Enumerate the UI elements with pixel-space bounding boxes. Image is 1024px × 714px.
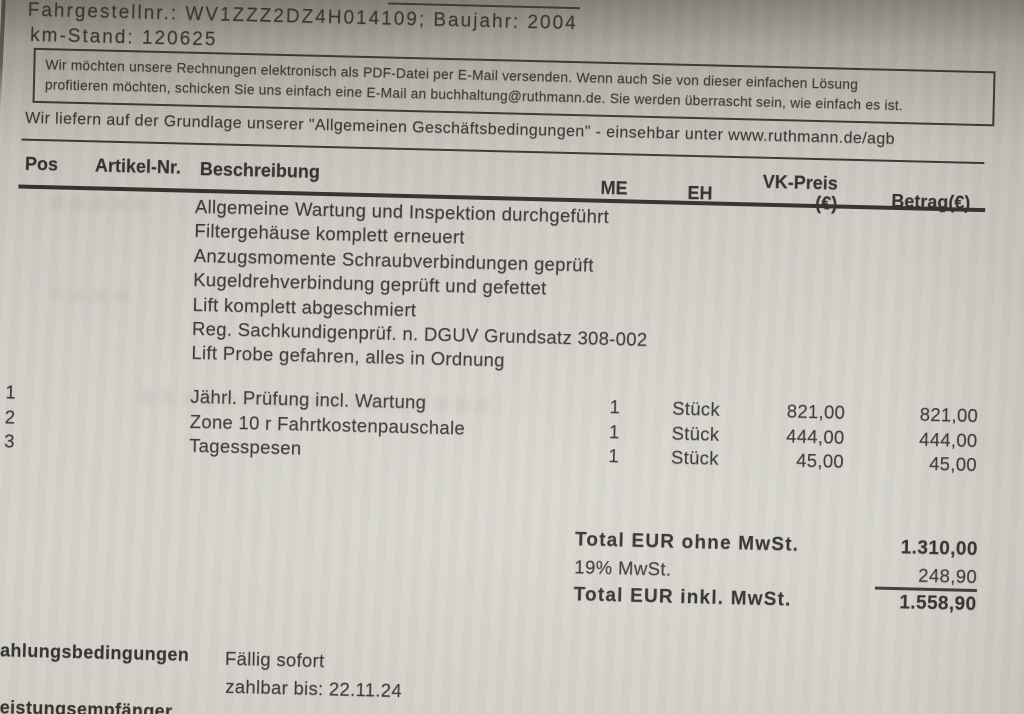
col-header-eh: EH: [687, 182, 713, 204]
clipped-title-fragment: W/TM EC 111: [388, 0, 581, 10]
item-me: 1: [608, 445, 620, 467]
totals-vat-value: 248,90: [917, 564, 978, 588]
recipient-label: eistungsempfänger: [0, 697, 173, 714]
item-vk-preis: 821,00: [786, 400, 846, 423]
km-line: km-Stand: 120625: [29, 24, 218, 51]
col-header-me: ME: [600, 177, 628, 199]
item-betrag: 821,00: [919, 403, 979, 427]
item-desc: Tagesspesen: [188, 434, 302, 459]
col-header-beschreibung: Beschreibung: [199, 158, 321, 182]
item-betrag: 444,00: [918, 428, 978, 452]
item-me: 1: [609, 396, 621, 418]
payment-terms-label: ahlungsbedingungen: [0, 640, 190, 665]
item-vk-preis: 45,00: [795, 449, 845, 472]
totals-gross-label: Total EUR inkl. MwSt.: [573, 584, 792, 611]
col-header-pos: Pos: [24, 153, 59, 175]
item-eh: Stück: [671, 422, 720, 445]
item-pos: 3: [3, 430, 16, 452]
col-header-vk-preis: VK-Preis: [762, 171, 839, 194]
bleed-through-smudge: [50, 289, 131, 302]
bleed-through-smudge: [49, 197, 156, 211]
totals-vat-label: 19% MwSt.: [574, 556, 672, 580]
item-pos: 2: [4, 406, 16, 428]
col-header-artikel-nr: Artikel-Nr.: [94, 155, 182, 178]
due-line: Fällig sofort: [224, 647, 325, 672]
totals-net-value: 1.310,00: [900, 537, 979, 561]
item-eh: Stück: [670, 446, 720, 469]
item-me: 1: [608, 421, 620, 443]
col-header-vk-preis-unit: (€): [815, 192, 838, 214]
item-vk-preis: 444,00: [785, 425, 845, 448]
item-betrag: 45,00: [928, 452, 978, 476]
item-eh: Stück: [671, 397, 721, 420]
col-header-betrag: Betrag(€): [891, 190, 971, 213]
totals-gross-value: 1.558,90: [899, 592, 977, 616]
item-pos: 1: [5, 381, 17, 403]
payable-line: zahlbar bis: 22.11.24: [225, 675, 403, 702]
